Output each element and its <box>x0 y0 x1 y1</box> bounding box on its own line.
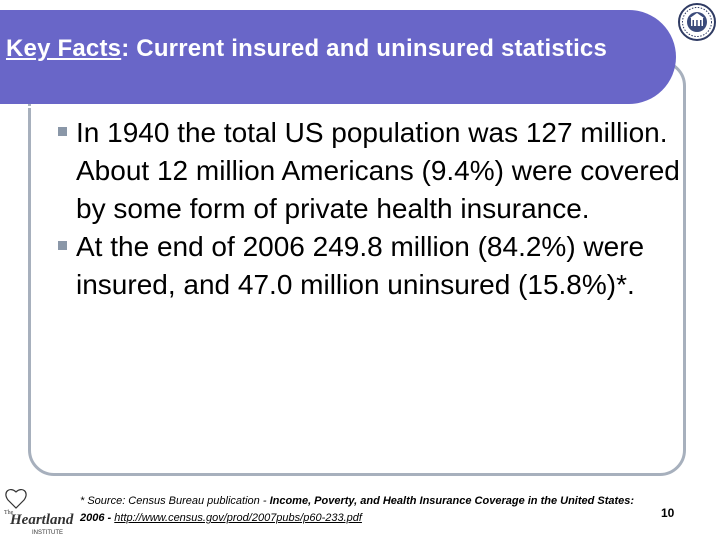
footnote-publication: Income, Poverty, and Health Insurance Co… <box>80 495 635 524</box>
logo-name: Heartland <box>9 512 74 528</box>
footnote-prefix: * Source: Census Bureau publication - <box>80 495 270 507</box>
title-bar: Key Facts: Current insured and uninsured… <box>0 10 676 108</box>
square-bullet-icon <box>58 127 67 136</box>
bullet-item: In 1940 the total US population was 127 … <box>58 114 698 228</box>
title-rest: Current insured and uninsured statistics <box>136 35 608 62</box>
footnote-separator: - <box>104 512 115 524</box>
heartland-logo-icon: The Heartland INSTITUTE <box>4 488 74 536</box>
bullet-text: In 1940 the total US population was 127 … <box>76 117 680 224</box>
source-link[interactable]: http://www.census.gov/prod/2007pubs/p60-… <box>114 512 362 524</box>
bullet-item: At the end of 2006 249.8 million (84.2%)… <box>58 228 698 304</box>
bullet-text: At the end of 2006 249.8 million (84.2%)… <box>76 231 645 300</box>
page-number: 10 <box>661 506 675 520</box>
title-underline <box>4 106 636 108</box>
title-lead: Key Facts <box>6 35 122 62</box>
square-bullet-icon <box>58 241 67 250</box>
footnote: * Source: Census Bureau publication - In… <box>80 493 646 527</box>
logo-small-bottom: INSTITUTE <box>32 530 63 536</box>
logo-small-top: The <box>4 510 14 516</box>
slide-title: Key Facts: Current insured and uninsured… <box>6 30 646 68</box>
bullet-list: In 1940 the total US population was 127 … <box>58 114 698 304</box>
title-colon: : <box>121 35 130 62</box>
institute-seal-icon <box>678 3 716 41</box>
slide-frame <box>28 60 686 476</box>
